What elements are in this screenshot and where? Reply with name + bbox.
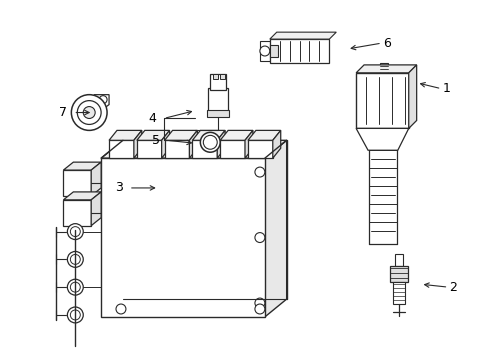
Polygon shape (260, 41, 270, 61)
Circle shape (200, 132, 220, 152)
Bar (393, 282, 405, 304)
Circle shape (68, 251, 83, 267)
Polygon shape (193, 130, 225, 140)
Bar (220, 74, 225, 79)
Circle shape (203, 135, 217, 149)
Circle shape (255, 167, 265, 177)
Polygon shape (409, 65, 416, 129)
Polygon shape (193, 140, 217, 158)
Bar (395, 255, 403, 266)
Polygon shape (63, 162, 101, 170)
Polygon shape (91, 162, 101, 196)
Polygon shape (270, 39, 329, 63)
Polygon shape (101, 158, 265, 317)
Polygon shape (190, 130, 197, 158)
Circle shape (255, 304, 265, 314)
Polygon shape (245, 130, 253, 158)
Polygon shape (248, 140, 273, 158)
Text: 1: 1 (442, 82, 450, 95)
Circle shape (68, 224, 83, 239)
Polygon shape (165, 130, 197, 140)
Text: 7: 7 (59, 106, 68, 119)
Polygon shape (356, 129, 409, 150)
Circle shape (71, 282, 80, 292)
Circle shape (83, 107, 95, 118)
Circle shape (255, 298, 265, 308)
Circle shape (71, 310, 80, 320)
Polygon shape (162, 130, 170, 158)
Polygon shape (220, 130, 253, 140)
Polygon shape (220, 140, 245, 158)
Polygon shape (265, 140, 287, 317)
Polygon shape (165, 140, 190, 158)
Circle shape (72, 95, 107, 130)
Circle shape (260, 46, 270, 56)
Circle shape (77, 100, 101, 125)
Circle shape (71, 255, 80, 264)
Circle shape (116, 304, 126, 314)
Circle shape (71, 227, 80, 237)
Polygon shape (63, 200, 91, 226)
Text: 4: 4 (149, 112, 157, 125)
Circle shape (99, 96, 107, 104)
Polygon shape (63, 192, 101, 200)
Polygon shape (94, 95, 109, 111)
Polygon shape (91, 192, 101, 226)
Circle shape (255, 233, 265, 243)
Polygon shape (134, 130, 142, 158)
Polygon shape (137, 130, 170, 140)
Text: 2: 2 (449, 281, 457, 294)
Polygon shape (109, 140, 134, 158)
Bar (208, 88, 228, 112)
Circle shape (68, 307, 83, 323)
Polygon shape (63, 170, 91, 196)
Bar (213, 74, 218, 79)
Bar (210, 74, 226, 90)
Polygon shape (273, 130, 281, 158)
Polygon shape (356, 65, 416, 73)
Polygon shape (380, 63, 388, 73)
Polygon shape (109, 130, 142, 140)
Polygon shape (248, 130, 281, 140)
Text: 3: 3 (115, 181, 123, 194)
Polygon shape (356, 73, 409, 129)
Polygon shape (217, 130, 225, 158)
Bar (207, 109, 229, 117)
Bar (390, 266, 408, 282)
Polygon shape (101, 140, 287, 158)
Polygon shape (137, 140, 162, 158)
Text: 5: 5 (152, 134, 160, 147)
Circle shape (68, 279, 83, 295)
Polygon shape (270, 45, 278, 57)
Polygon shape (270, 32, 336, 39)
Text: 6: 6 (383, 37, 391, 50)
